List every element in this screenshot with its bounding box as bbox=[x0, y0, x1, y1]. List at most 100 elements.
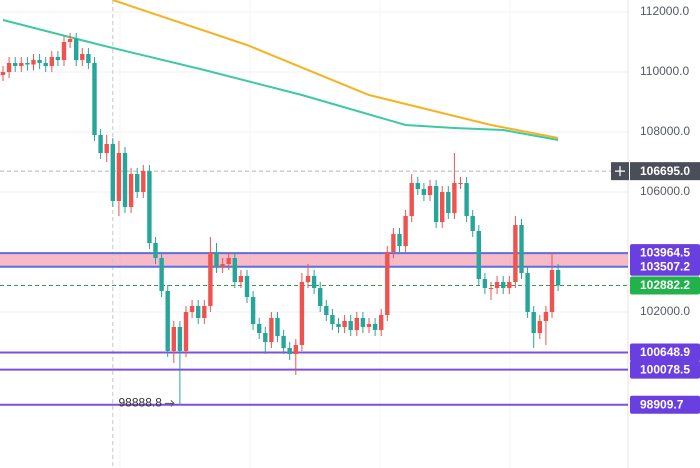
candle-body bbox=[159, 258, 164, 291]
candle-body bbox=[494, 282, 500, 288]
candle-body bbox=[37, 60, 42, 63]
candle-body bbox=[98, 135, 103, 153]
candle-body bbox=[482, 279, 488, 288]
candle-body bbox=[74, 39, 79, 60]
candle-body bbox=[360, 318, 366, 327]
candle-body bbox=[421, 189, 427, 195]
candle-body bbox=[531, 312, 536, 333]
candle-body bbox=[397, 234, 402, 246]
candle-body bbox=[299, 282, 305, 345]
candle-body bbox=[86, 54, 91, 63]
candle-body bbox=[13, 63, 18, 66]
candle-body bbox=[61, 42, 67, 60]
candle-body bbox=[305, 276, 311, 282]
price-level-tag bbox=[630, 343, 700, 362]
candle-body bbox=[433, 186, 439, 222]
candle-body bbox=[25, 63, 30, 65]
price-level-tag bbox=[630, 244, 700, 263]
crosshair-label: 106695.0 bbox=[640, 164, 690, 178]
candle-body bbox=[202, 306, 207, 318]
crosshair-plus-icon bbox=[615, 166, 625, 177]
candle-body bbox=[171, 327, 176, 351]
candle-body bbox=[189, 306, 195, 312]
candle-body bbox=[43, 63, 48, 66]
candle-body bbox=[555, 270, 561, 286]
price-level-label: 103964.5 bbox=[640, 246, 690, 260]
candle-body bbox=[525, 273, 530, 312]
candle-body bbox=[348, 321, 353, 330]
candle-body bbox=[153, 243, 158, 258]
candle-body bbox=[507, 282, 512, 288]
candle-body bbox=[549, 270, 555, 312]
candle-body bbox=[385, 252, 390, 315]
candle-body bbox=[80, 54, 85, 60]
candle-body bbox=[250, 297, 256, 324]
candle-body bbox=[269, 318, 274, 342]
candle-body bbox=[0, 72, 6, 75]
candle-body bbox=[501, 282, 506, 288]
candle-body bbox=[177, 327, 183, 351]
candle-body bbox=[6, 63, 12, 72]
candle-body bbox=[196, 306, 201, 318]
y-tick-label: 110000.0 bbox=[640, 64, 689, 78]
price-level-label: 98909.7 bbox=[640, 397, 684, 411]
zone-band bbox=[0, 253, 628, 267]
candle-body bbox=[318, 288, 323, 306]
crosshair-tag bbox=[630, 162, 700, 181]
candle-body bbox=[19, 63, 24, 66]
candle-body bbox=[366, 324, 372, 327]
candle-body bbox=[208, 252, 213, 306]
candle-body bbox=[55, 57, 61, 60]
price-level-tag bbox=[630, 395, 700, 414]
price-level-tag bbox=[630, 257, 700, 276]
y-tick-label: 106000.0 bbox=[640, 184, 690, 198]
candle-body bbox=[372, 324, 378, 330]
candle-body bbox=[141, 171, 146, 192]
candle-body bbox=[287, 348, 292, 354]
candle-body bbox=[452, 183, 457, 213]
candle-body bbox=[214, 252, 219, 267]
price-level-label: 100078.5 bbox=[640, 362, 690, 376]
price-level-label: 100648.9 bbox=[640, 345, 690, 359]
candle-body bbox=[409, 183, 414, 216]
candle-body bbox=[391, 234, 396, 252]
moving-average-line bbox=[112, 0, 559, 139]
candle-body bbox=[263, 333, 268, 342]
candle-body bbox=[232, 258, 237, 282]
candle-body bbox=[446, 192, 451, 213]
y-tick-label: 112000.0 bbox=[640, 4, 689, 18]
candle-body bbox=[537, 321, 542, 333]
candle-body bbox=[513, 225, 518, 282]
candle-body bbox=[342, 321, 347, 327]
candle-body bbox=[403, 216, 408, 246]
candle-body bbox=[293, 345, 298, 354]
annotation-arrow bbox=[164, 399, 175, 407]
candle-body bbox=[147, 171, 152, 243]
candle-body bbox=[458, 183, 463, 184]
price-level-label: 103507.2 bbox=[640, 259, 690, 273]
candle-body bbox=[519, 225, 524, 273]
candle-body bbox=[110, 144, 115, 201]
candle-body bbox=[440, 192, 445, 222]
price-level-label: 102882.2 bbox=[640, 278, 690, 292]
candle-body bbox=[476, 231, 481, 279]
candle-body bbox=[183, 312, 189, 351]
candle-body bbox=[220, 264, 225, 267]
low-annotation: 98888.8 bbox=[119, 396, 163, 410]
candle-body bbox=[49, 57, 54, 66]
candle-body bbox=[543, 312, 549, 321]
candle-body bbox=[324, 306, 329, 315]
candle-body bbox=[415, 183, 420, 189]
candle-body bbox=[488, 288, 494, 289]
price-level-tag bbox=[630, 360, 700, 379]
candle-body bbox=[122, 153, 128, 207]
candle-body bbox=[244, 276, 250, 297]
candle-body bbox=[128, 174, 134, 207]
candle-body bbox=[427, 186, 433, 195]
candle-body bbox=[354, 318, 359, 330]
candle-body bbox=[31, 60, 36, 65]
candle-body bbox=[135, 174, 140, 192]
moving-average-line bbox=[2, 19, 559, 141]
